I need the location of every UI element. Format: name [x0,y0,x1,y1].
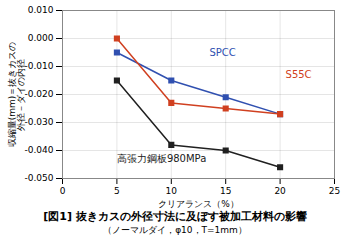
svg-text:SPCC: SPCC [209,47,235,58]
svg-text:-0.040: -0.040 [24,145,53,155]
svg-text:収縮量(mm)＝抜きカスの外径－ダイの内径: 収縮量(mm)＝抜きカスの外径－ダイの内径 [7,42,26,148]
svg-text:0.010: 0.010 [28,5,54,15]
svg-text:-0.030: -0.030 [24,117,53,127]
svg-text:5: 5 [114,186,120,196]
svg-text:20: 20 [274,186,286,196]
svg-text:S55C: S55C [286,69,312,80]
svg-text:クリアランス（%）: クリアランス（%） [158,199,239,209]
html-text:[図1] 抜きカスの外径寸法に及ぼす被加工材料の影響: [図1] 抜きカスの外径寸法に及ぼす被加工材料の影響 [43,210,307,223]
svg-text:高張力鋼板980MPa: 高張力鋼板980MPa [117,153,206,164]
svg-text:-0.020: -0.020 [24,89,53,99]
svg-text:25: 25 [329,186,340,196]
svg-text:-0.010: -0.010 [24,61,53,71]
html-text:（ノーマルダイ，φ10，T=1mm）: （ノーマルダイ，φ10，T=1mm） [103,225,247,235]
svg-text:-0.050: -0.050 [24,173,53,183]
svg-text:15: 15 [220,186,231,196]
svg-text:0.000: 0.000 [28,33,54,43]
svg-text:0: 0 [60,186,66,196]
svg-text:10: 10 [166,186,178,196]
